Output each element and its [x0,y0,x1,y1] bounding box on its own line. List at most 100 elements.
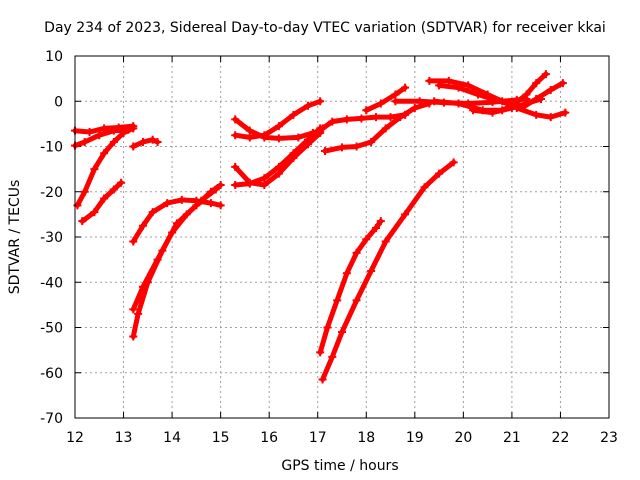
data-point [415,97,424,106]
series-arc-20 [430,70,550,115]
data-point [318,375,327,384]
data-point [488,94,497,103]
data-point [537,94,546,103]
data-point [376,99,385,108]
data-point [304,101,313,110]
data-point [435,81,444,90]
data-point [78,217,87,226]
data-point [134,309,143,318]
data-point [245,179,254,188]
data-point [454,83,463,92]
data-series [71,70,570,384]
chart-title: Day 234 of 2023, Sidereal Day-to-day VTE… [44,20,606,36]
data-point [138,137,147,146]
series-arc-1 [71,122,138,137]
data-point [119,128,128,137]
x-tick-label: 22 [552,430,570,446]
data-point [507,104,516,113]
data-point [532,110,541,119]
data-point [430,97,439,106]
data-point [342,115,351,124]
data-point [435,169,444,178]
data-point [362,106,371,115]
data-point [168,228,177,237]
data-point [401,210,410,219]
data-point [558,79,567,88]
data-point [245,133,254,142]
data-point [260,131,269,140]
x-tick-label: 16 [260,430,278,446]
data-point [352,248,361,257]
data-point [211,185,220,194]
data-point [100,149,109,158]
data-point [274,134,283,143]
y-tick-label: 0 [54,94,63,110]
data-point [546,85,555,94]
series-arc-13 [318,110,410,133]
series-arc-6 [129,195,225,246]
data-point [367,137,376,146]
data-point [362,235,371,244]
data-point [473,90,482,99]
data-point [357,114,366,123]
data-point [274,162,283,171]
x-tick-label: 23 [600,430,618,446]
series-arc-17 [362,83,410,115]
data-point [561,108,570,117]
data-point [391,97,400,106]
x-tick-label: 19 [406,430,424,446]
y-tick-label: -30 [40,230,63,246]
data-point [532,79,541,88]
data-point [109,185,118,194]
data-point [129,332,138,341]
x-tick-label: 14 [163,430,181,446]
data-point [216,201,225,210]
series-arc-8 [129,185,220,314]
data-point [454,99,463,108]
data-point [206,199,215,208]
data-point [294,133,303,142]
data-point [449,158,458,167]
data-point [371,113,380,122]
x-tick-label: 13 [115,430,133,446]
data-point [231,162,240,171]
data-point [129,305,138,314]
data-point [318,124,327,133]
data-point [444,76,453,85]
series-arc-10 [231,97,325,142]
y-axis-label: SDTVAR / TECUs [7,180,23,295]
data-point [129,124,138,133]
plot-frame [74,55,610,419]
data-point [90,165,99,174]
data-point [386,113,395,122]
data-point [352,296,361,305]
data-point [80,187,89,196]
data-point [245,126,254,135]
data-point [522,90,531,99]
x-tick-label: 15 [212,430,230,446]
data-point [260,174,269,183]
data-point [274,169,283,178]
series-line [322,101,432,154]
x-tick-label: 20 [454,430,472,446]
data-point [321,147,330,156]
data-point [109,126,118,135]
x-tick-labels: 12 13 14 15 16 17 18 19 20 21 22 23 [66,430,618,446]
data-point [80,137,89,146]
data-point [371,223,380,232]
x-tick-label: 12 [66,430,84,446]
data-point [546,113,555,122]
data-point [401,83,410,92]
data-point [469,106,478,115]
data-point [328,352,337,361]
series-line [130,182,224,340]
series-arc-4 [78,178,126,226]
y-tick-label: -70 [40,411,63,427]
data-point [260,180,269,189]
data-point [138,221,147,230]
data-point [182,210,191,219]
data-point [129,237,138,246]
series-line [317,218,384,355]
y-tick-label: 10 [45,49,63,65]
